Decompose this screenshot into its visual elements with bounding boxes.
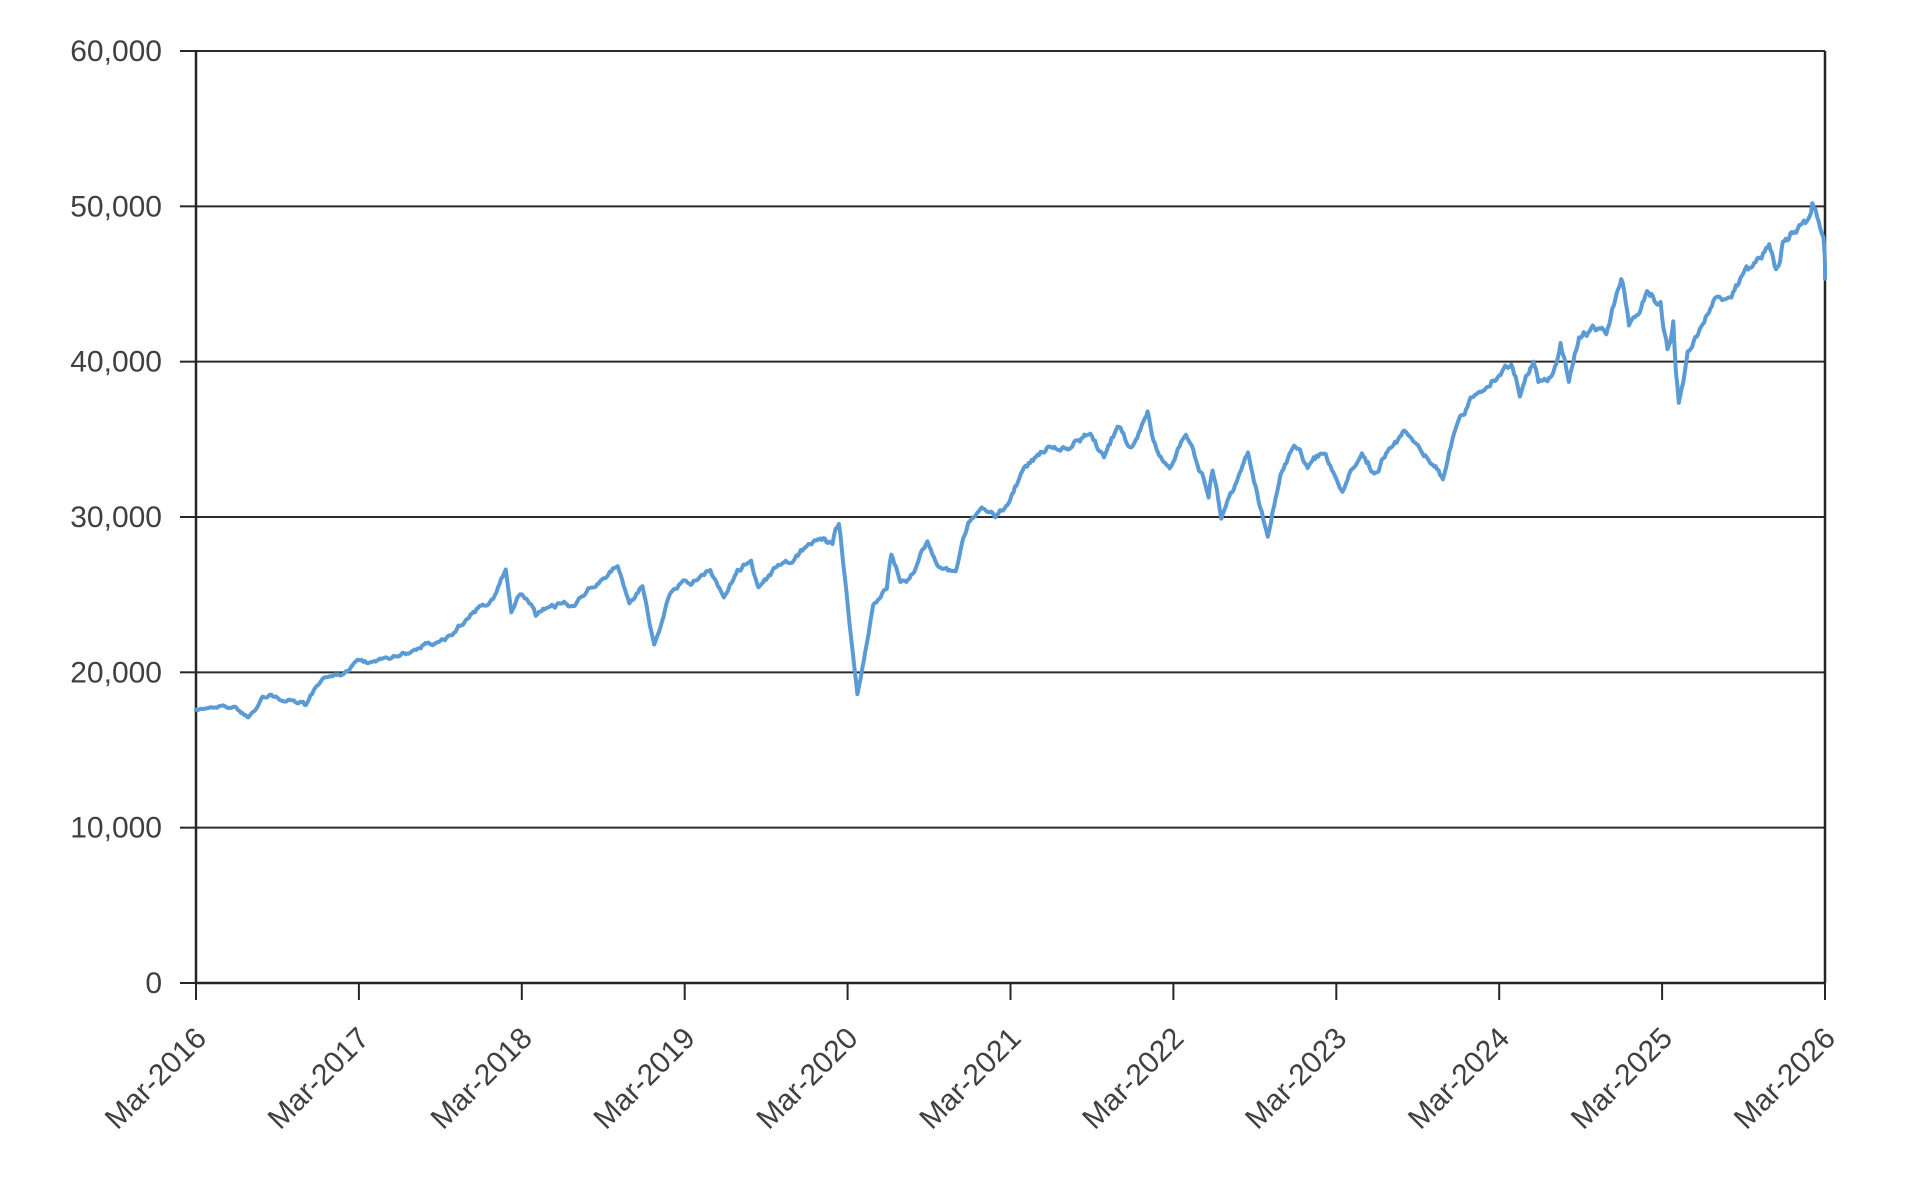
x-tick-label: Mar-2016 [99, 1022, 213, 1136]
data-series-line [194, 201, 1827, 720]
x-tick-label: Mar-2018 [425, 1022, 539, 1136]
y-tick-label: 20,000 [70, 656, 162, 689]
x-tick-label: Mar-2019 [588, 1022, 702, 1136]
x-tick-label: Mar-2023 [1239, 1022, 1353, 1136]
y-tick-label: 40,000 [70, 346, 162, 379]
y-tick-label: 50,000 [70, 190, 162, 223]
x-tick-label: Mar-2024 [1402, 1022, 1516, 1136]
y-tick-label: 60,000 [70, 35, 162, 68]
y-tick-label: 0 [145, 967, 162, 1000]
x-tick-label: Mar-2021 [913, 1022, 1027, 1136]
y-tick-label: 30,000 [70, 501, 162, 534]
x-tick-label: Mar-2020 [750, 1022, 864, 1136]
x-tick-label: Mar-2022 [1076, 1022, 1190, 1136]
y-tick-label: 10,000 [70, 812, 162, 845]
x-tick-label: Mar-2017 [262, 1022, 376, 1136]
x-tick-label: Mar-2025 [1565, 1022, 1679, 1136]
x-tick-label: Mar-2026 [1728, 1022, 1842, 1136]
